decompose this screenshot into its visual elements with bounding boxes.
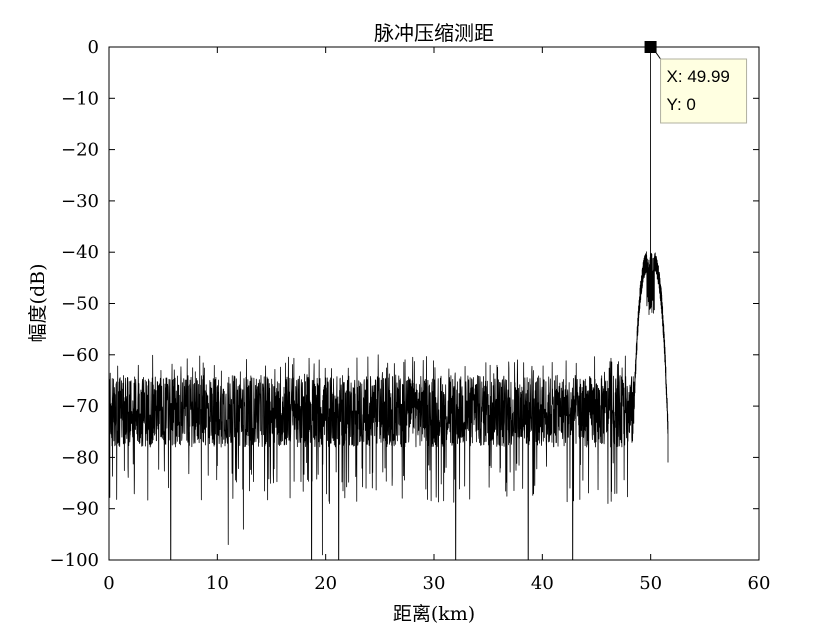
y-tick-label: −20 (61, 140, 99, 161)
datatip[interactable]: X: 49.99 Y: 0 (644, 41, 748, 124)
x-axis-label: 距离(km) (393, 603, 475, 625)
x-tick-label: 30 (423, 573, 446, 594)
y-axis-label: 幅度(dB) (27, 264, 49, 343)
x-tick-label: 50 (639, 573, 662, 594)
y-tick-label: −40 (61, 242, 99, 263)
chart-title: 脉冲压缩测距 (374, 21, 494, 45)
y-tick-label: −90 (61, 499, 99, 520)
y-tick-label: −70 (61, 396, 99, 417)
signal-trace (108, 46, 669, 561)
y-tick-label: 0 (88, 37, 99, 58)
x-tick-label: 40 (531, 573, 554, 594)
datatip-connector (655, 51, 661, 60)
datatip-x-text: X: 49.99 (667, 67, 730, 86)
y-tick-label: −50 (61, 294, 99, 315)
axis-ticks (108, 46, 760, 561)
x-tick-label: 20 (314, 573, 337, 594)
x-tick-label: 60 (748, 573, 771, 594)
datatip-y-text: Y: 0 (667, 95, 696, 114)
y-tick-label: −30 (61, 191, 99, 212)
signal-line (108, 46, 669, 561)
x-tick-label: 0 (103, 573, 114, 594)
datatip-box (660, 58, 748, 124)
y-tick-label: −60 (61, 345, 99, 366)
y-tick-label: −100 (50, 550, 99, 571)
datatip-marker[interactable] (644, 41, 657, 53)
axis-tick-labels: 0 10 20 30 40 50 60 0 −10 −20 −30 −40 −50 −60 −70 −80 −9… (50, 37, 771, 594)
x-tick-label: 10 (206, 573, 229, 594)
y-tick-label: −80 (61, 447, 99, 468)
y-tick-label: −10 (61, 88, 99, 109)
